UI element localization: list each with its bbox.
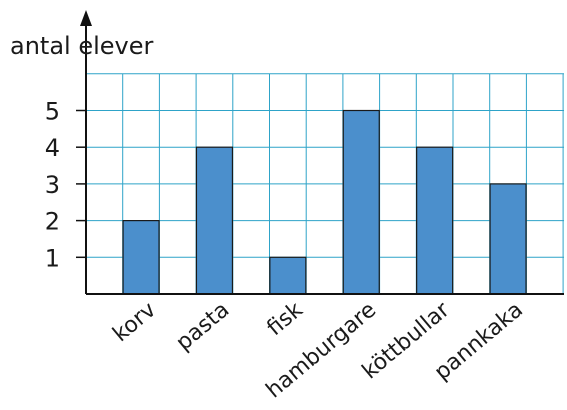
bar-korv: [122, 220, 160, 295]
x-tick-labels: korv pasta fiskhamburgareköttbullarpannkak…: [108, 297, 527, 404]
x-tick-label: pasta: [171, 297, 234, 355]
bar-köttbullar: [416, 146, 454, 295]
y-tick-labels: 1 2 3 4 5: [45, 98, 86, 272]
bar-fisk: [269, 256, 307, 295]
y-tick-label: 3: [45, 171, 60, 199]
bar-pannkaka: [489, 183, 527, 295]
bar-hamburgare: [342, 109, 380, 295]
y-tick-label: 1: [45, 244, 60, 272]
chart-bars: [122, 109, 527, 295]
y-axis-arrow: [80, 10, 92, 26]
x-tick-label: fisk: [262, 297, 307, 341]
y-tick-label: 4: [45, 134, 60, 162]
x-tick-label: korv: [108, 297, 160, 347]
y-tick-label: 5: [45, 98, 60, 126]
chart-axes: [80, 10, 564, 295]
y-tick-label: 2: [45, 208, 60, 236]
bar-pasta: [195, 146, 234, 295]
y-axis-label: antal elever: [10, 32, 154, 60]
